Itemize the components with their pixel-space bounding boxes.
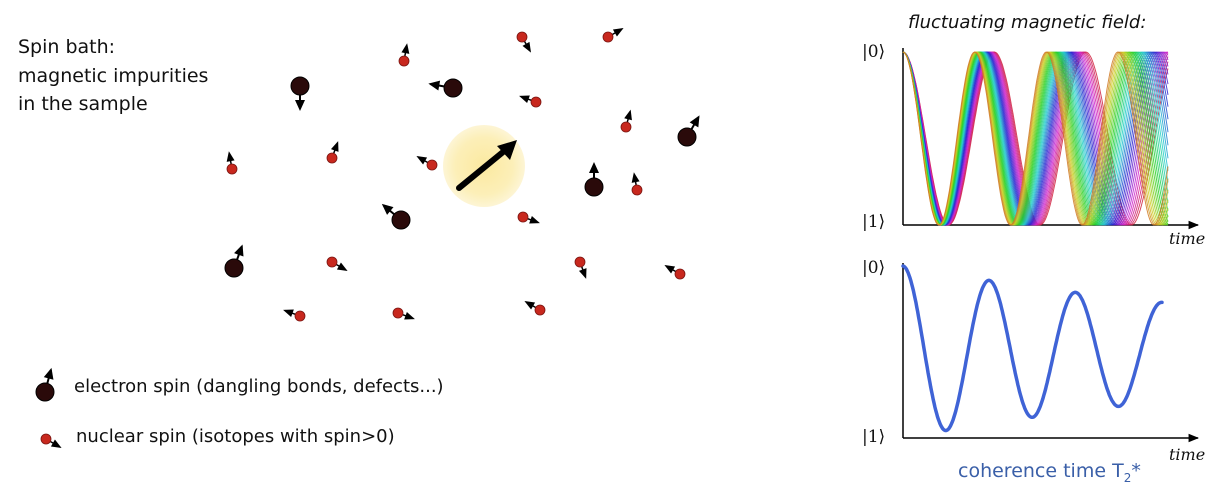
bottom-x-label: time (1169, 445, 1206, 464)
caption-tail: * (1131, 460, 1141, 482)
nuclear-spin-1 (398, 43, 410, 67)
nuclear-spin-8 (416, 156, 438, 171)
nuclear-spin-3 (602, 28, 624, 43)
nuclear-spin-15 (392, 307, 415, 320)
electron-spin-6 (224, 244, 244, 278)
nuclear-spin-11 (326, 256, 348, 271)
electron-spin-3 (381, 203, 411, 230)
electron-spin-2 (428, 78, 463, 98)
top-ket-0: |0⟩ (862, 42, 886, 62)
nuclear-spin-6 (226, 151, 238, 175)
decaying-oscillation-curve (901, 264, 1164, 433)
panel-title: fluctuating magnetic field: (908, 12, 1147, 33)
spin-bath (224, 28, 700, 322)
nuclear-spin-13 (664, 265, 686, 280)
title-line-3: in the sample (18, 93, 148, 115)
nuclear-spin-16 (524, 301, 546, 316)
nuclear-spin-10 (631, 172, 643, 196)
central-spin-arrow (456, 145, 511, 191)
phase-trace-34 (902, 51, 1169, 226)
electron-spin-1 (290, 76, 310, 111)
title-line-2: magnetic impurities (18, 64, 209, 87)
legend-nuclear-icon (40, 433, 62, 448)
electron-spin-4 (584, 162, 604, 197)
legend-icons (35, 367, 62, 448)
caption-subscript: 2 (1123, 470, 1132, 485)
title-line-1: Spin bath: (18, 36, 116, 58)
legend-electron-label: electron spin (dangling bonds, defects..… (74, 376, 444, 397)
nuclear-spin-12 (574, 256, 587, 279)
bottom-ket-0: |0⟩ (862, 258, 886, 278)
nuclear-spin-4 (519, 95, 542, 108)
nuclear-spin-14 (283, 309, 306, 322)
spin-bath-title: Spin bath: magnetic impurities in the sa… (18, 33, 208, 119)
central-spin-arrowhead (497, 140, 517, 160)
top-plot-curves (902, 51, 1169, 226)
legend-electron-icon (35, 367, 55, 402)
electron-spin-5 (677, 115, 700, 147)
caption-main: coherence time T (958, 460, 1124, 482)
nuclear-spin-7 (326, 141, 339, 164)
bottom-ket-1: |1⟩ (862, 427, 886, 447)
nuclear-spin-5 (620, 109, 632, 133)
central-spin (443, 125, 525, 207)
top-ket-1: |1⟩ (862, 212, 886, 232)
coherence-time-caption: coherence time T2* (958, 460, 1141, 485)
nuclear-spin-2 (516, 31, 531, 53)
legend-nuclear-label: nuclear spin (isotopes with spin>0) (76, 426, 395, 447)
nuclear-spin-9 (517, 211, 540, 224)
bottom-plot-axes (902, 263, 1200, 443)
top-plot-axes (902, 48, 1200, 230)
top-x-label: time (1169, 229, 1206, 248)
